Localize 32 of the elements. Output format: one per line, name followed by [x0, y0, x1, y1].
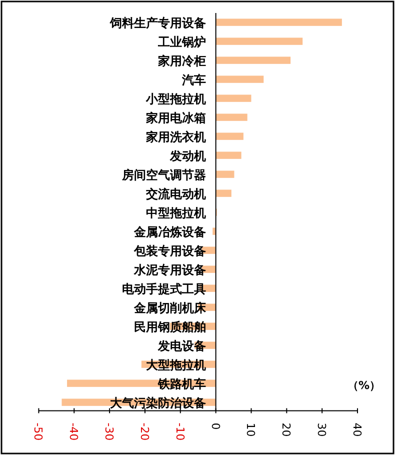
y-tick-label: 小型拖拉机 [145, 92, 206, 106]
y-tick-label: 包装专用设备 [133, 244, 206, 258]
x-tick-label: 40 [350, 422, 364, 437]
x-tick-label: -40 [67, 422, 80, 441]
y-tick-label: 汽车 [181, 72, 206, 87]
x-tick-label: 10 [244, 422, 258, 437]
x-tick-label: 20 [280, 422, 293, 437]
y-tick-label: 发电设备 [157, 338, 206, 353]
x-tick-label: -50 [32, 422, 45, 441]
x-axis-title: （%） [347, 379, 381, 392]
x-tick-label: 30 [315, 422, 328, 437]
y-tick-label: 家用洗衣机 [145, 130, 206, 144]
x-tick-label: -20 [138, 422, 151, 441]
y-tick-label: 饲料生产专用设备 [109, 16, 206, 30]
y-tick-label: 民用钢质船舶 [134, 320, 206, 334]
x-tick-label: -30 [102, 422, 116, 441]
y-tick-label: 家用冷柜 [157, 54, 206, 68]
x-tick-label: -10 [173, 422, 186, 441]
y-tick-label: 大型拖拉机 [146, 358, 206, 372]
x-tick-label: 0 [208, 422, 222, 430]
y-tick-label: 金属切削机床 [133, 300, 207, 315]
y-tick-label: 工业锅炉 [157, 34, 206, 49]
y-tick-label: 水泥专用设备 [133, 262, 206, 277]
y-tick-label: 交流电动机 [145, 186, 206, 201]
y-tick-label: 家用电冰箱 [145, 110, 206, 125]
y-tick-label: 房间空气调节器 [121, 168, 206, 182]
y-tick-label: 电动手提式工具 [122, 282, 206, 296]
y-tick-label: 大气污染防治设备 [110, 396, 206, 410]
y-tick-label: 金属冶炼设备 [133, 224, 206, 239]
y-tick-label: 中型拖拉机 [146, 206, 206, 220]
y-tick-label: 发动机 [169, 148, 206, 163]
y-tick-label: 铁路机车 [157, 376, 206, 391]
